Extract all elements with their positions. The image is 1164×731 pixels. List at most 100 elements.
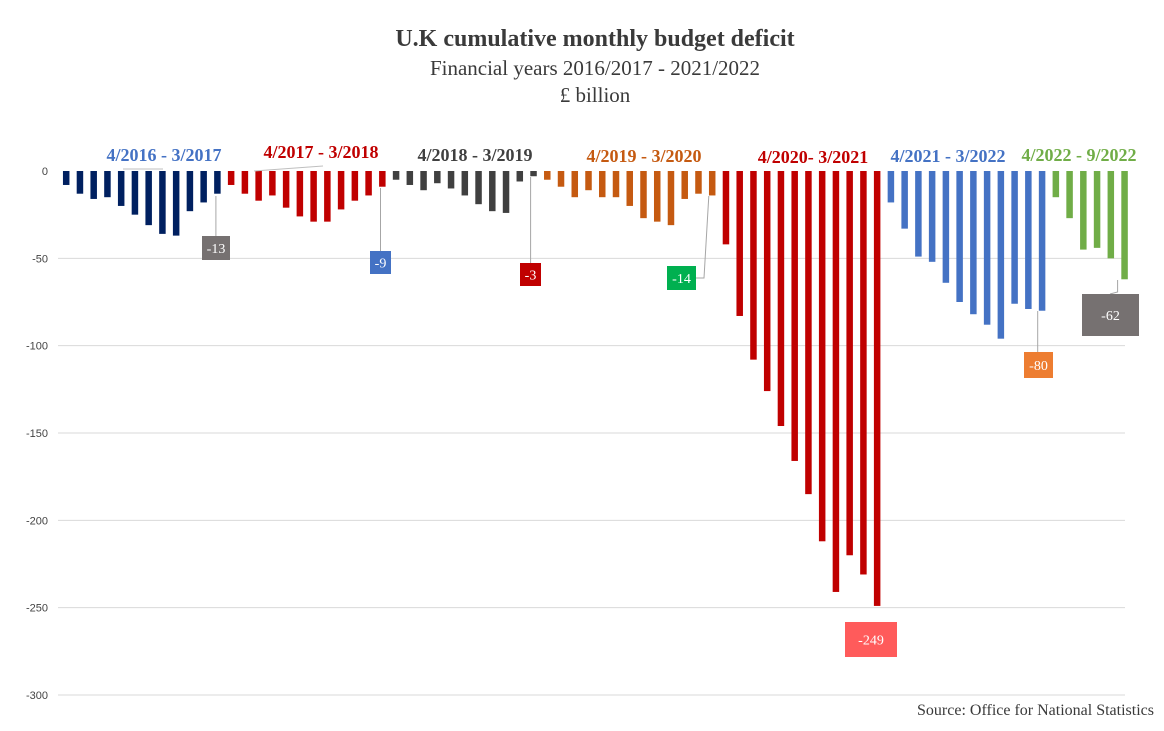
- bar: [255, 171, 262, 201]
- data-label: -249: [858, 634, 884, 649]
- bar: [1038, 171, 1046, 311]
- bar: [76, 171, 84, 194]
- series-label: 4/2022 - 9/2022: [1022, 145, 1137, 165]
- bar: [1052, 171, 1060, 198]
- y-tick-label: -200: [26, 515, 48, 527]
- bar: [997, 171, 1005, 339]
- data-label-box: [667, 266, 696, 290]
- bar: [805, 171, 812, 495]
- bar: [131, 171, 139, 215]
- bar: [640, 171, 647, 219]
- bar: [434, 171, 441, 184]
- bar: [777, 171, 785, 427]
- bar: [379, 171, 386, 187]
- bar: [928, 171, 936, 262]
- y-tick-label: -50: [32, 253, 48, 265]
- data-label-box: [1024, 352, 1053, 378]
- bar: [1107, 171, 1115, 259]
- bar: [983, 171, 991, 325]
- bar: [159, 171, 166, 234]
- bar: [750, 171, 757, 360]
- bar: [269, 171, 276, 196]
- bar: [282, 171, 290, 208]
- bar: [585, 171, 592, 191]
- y-tick-label: -100: [26, 341, 48, 353]
- data-label-leader: [696, 195, 710, 279]
- bar: [489, 171, 496, 212]
- bar: [461, 171, 469, 196]
- bar: [763, 171, 771, 392]
- bar: [722, 171, 730, 245]
- data-label: -3: [525, 269, 537, 284]
- bar: [104, 171, 111, 198]
- bar: [406, 171, 414, 185]
- bar: [708, 171, 716, 196]
- bar: [557, 171, 565, 187]
- bars: [62, 171, 1128, 606]
- data-label: -14: [672, 272, 691, 287]
- bar: [172, 171, 180, 236]
- data-label-box: [370, 251, 391, 274]
- bar: [915, 171, 922, 257]
- bar: [970, 171, 977, 315]
- bar: [1011, 171, 1018, 304]
- series-label: 4/2018 - 3/2019: [418, 145, 533, 165]
- bar: [695, 171, 702, 194]
- bar: [736, 171, 743, 316]
- bar: [200, 171, 207, 203]
- data-labels: -13 -9 -3 -14 -249 -80 -62: [202, 177, 1139, 657]
- bar: [653, 171, 661, 222]
- y-tick-label: -150: [26, 428, 48, 440]
- bar: [324, 171, 331, 222]
- bar: [1080, 171, 1087, 250]
- bar: [310, 171, 317, 222]
- bar: [337, 171, 345, 210]
- bar: [241, 171, 249, 194]
- chart-subtitle: Financial years 2016/2017 - 2021/2022: [429, 56, 761, 80]
- bar: [502, 171, 510, 213]
- bar: [420, 171, 427, 191]
- bar: [818, 171, 826, 542]
- bar: [516, 171, 524, 182]
- chart-title: U.K cumulative monthly budget deficit: [395, 26, 795, 52]
- bar: [681, 171, 688, 199]
- bar: [145, 171, 152, 226]
- bar: [1093, 171, 1101, 248]
- y-tick-label: -250: [26, 603, 48, 615]
- bar: [475, 171, 482, 205]
- y-axis-ticks: 0 -50 -100 -150 -200 -250 -300: [26, 166, 48, 702]
- series-label: 4/2016 - 3/2017: [107, 145, 222, 165]
- data-label-box: [202, 236, 230, 260]
- bar: [901, 171, 908, 229]
- bar: [365, 171, 372, 196]
- bar: [887, 171, 895, 203]
- bar: [90, 171, 97, 199]
- bar: [392, 171, 400, 180]
- data-label-box: [845, 622, 897, 657]
- bar: [447, 171, 455, 189]
- bar: [296, 171, 304, 217]
- source-note: Source: Office for National Statistics: [917, 702, 1154, 719]
- data-label-box: [520, 263, 541, 286]
- bar: [599, 171, 606, 198]
- series-label: 4/2020- 3/2021: [758, 147, 869, 167]
- bar: [117, 171, 125, 206]
- bar: [612, 171, 620, 198]
- bar: [832, 171, 840, 592]
- data-label: -80: [1029, 359, 1048, 374]
- bar: [956, 171, 963, 302]
- chart-unit-label: £ billion: [559, 83, 631, 107]
- bar: [873, 171, 881, 606]
- bar: [214, 171, 221, 194]
- y-tick-label: -300: [26, 690, 48, 702]
- bar: [227, 171, 235, 185]
- bar: [1066, 171, 1073, 219]
- bar: [667, 171, 675, 226]
- bar: [62, 171, 70, 185]
- series-label: 4/2019 - 3/2020: [587, 146, 702, 166]
- bar: [846, 171, 853, 556]
- bar: [530, 171, 537, 177]
- bar: [942, 171, 950, 283]
- bar: [860, 171, 867, 575]
